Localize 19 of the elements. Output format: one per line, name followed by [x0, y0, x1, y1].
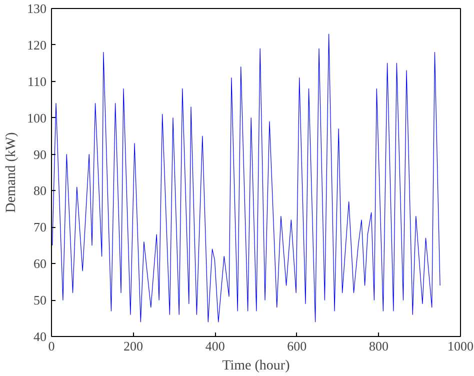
x-tick-label: 1000 — [448, 338, 474, 354]
y-tick-label: 40 — [34, 329, 46, 344]
x-tick-label: 0 — [48, 338, 55, 354]
y-tick-label: 120 — [27, 37, 46, 52]
x-axis-title: Time (hour) — [222, 358, 290, 374]
x-tick-label: 800 — [368, 338, 388, 354]
y-tick-label: 70 — [34, 220, 46, 235]
line-series — [52, 34, 440, 322]
y-axis-title: Demand (kW) — [4, 132, 19, 213]
x-tick-label: 400 — [205, 338, 225, 354]
y-tick-label: 90 — [34, 146, 46, 162]
y-tick-label: 130 — [27, 1, 46, 16]
y-tick-label: 50 — [34, 292, 46, 308]
y-tick-label: 60 — [34, 256, 46, 272]
y-tick-label: 80 — [34, 183, 46, 198]
x-tick-label: 600 — [287, 338, 307, 354]
y-tick-label: 110 — [27, 74, 47, 89]
y-tick-label: 100 — [27, 110, 46, 126]
x-tick-label: 200 — [124, 338, 144, 354]
